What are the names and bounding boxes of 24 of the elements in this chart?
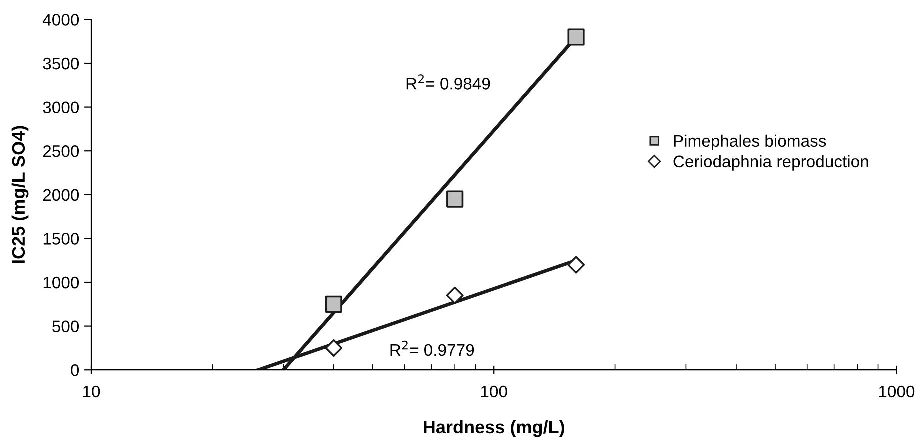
y-axis-title: IC25 (mg/L SO4) [12,126,29,264]
x-tick-label: 100 [481,386,508,398]
point [325,296,342,313]
y-tick-label: 500 [52,320,80,333]
point [325,339,343,357]
y-tick-label: 1500 [44,233,80,245]
x-axis-title: Hardness (mg/L) [424,420,564,438]
y-tick-label: 2000 [43,189,80,202]
point [568,256,586,274]
legend-label: Pimephales biomass [674,134,826,150]
annotation: R$^{2}$= 0.9849 [406,74,490,90]
y-tick-label: 3000 [43,102,80,114]
legend-label: Ceriodaphnia reproduction [674,155,868,171]
y-tick-label: 4000 [43,14,80,26]
annotation: R$^{2}$= 0.9779 [390,340,474,356]
x-tick-label: 10 [84,386,100,398]
point [446,190,464,208]
y-tick-label: 3500 [43,58,80,70]
y-tick-label: 2500 [43,146,80,158]
point [446,286,464,304]
point [568,28,585,46]
x-tick-label: 1000 [879,386,915,398]
y-tick-label: 0 [71,364,80,376]
y-tick-label: 1000 [44,276,80,289]
